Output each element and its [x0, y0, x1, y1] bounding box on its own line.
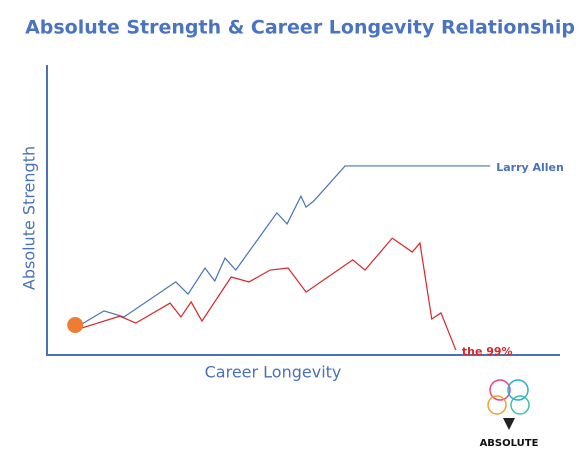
logo-lobe — [510, 395, 530, 415]
logo-stem — [503, 418, 515, 430]
x-axis-label: Career Longevity — [205, 363, 342, 382]
series-label: the 99% — [462, 345, 513, 358]
series-label: Larry Allen — [496, 161, 564, 174]
y-axis-label: Absolute Strength — [20, 146, 39, 290]
series-line — [74, 165, 491, 329]
logo: ABSOLUTE — [480, 379, 539, 449]
logo-lobe — [487, 395, 507, 415]
start-marker — [67, 317, 84, 334]
chart-title: Absolute Strength & Career Longevity Rel… — [25, 17, 575, 39]
logo-text: ABSOLUTE — [480, 438, 539, 449]
logo-lobe — [507, 379, 529, 401]
logo-lobe — [489, 379, 511, 401]
series-line — [75, 237, 457, 351]
